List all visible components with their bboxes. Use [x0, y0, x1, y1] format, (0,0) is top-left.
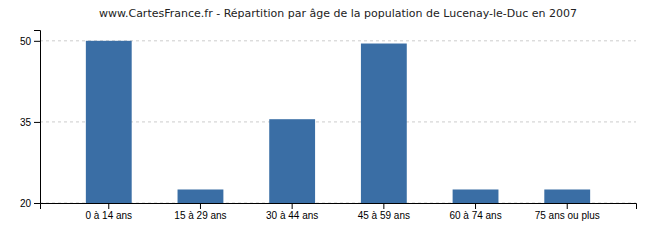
y-tick: 50 [20, 36, 40, 47]
x-tick-mark [108, 203, 109, 209]
x-axis: 0 à 14 ans 15 à 29 ans 30 à 44 ans 45 à 59 … [41, 203, 637, 221]
y-tick: 20 [20, 198, 40, 209]
bar [453, 189, 499, 203]
y-tick-label: 35 [20, 117, 32, 128]
chart-container: 20 35 50 0 à 14 ans 15 à 29 ans 30 à 44 ans 45… [0, 0, 650, 229]
bar [361, 44, 407, 203]
plot-area: 20 35 50 0 à 14 ans 15 à 29 ans 30 à 44 ans 45… [20, 31, 637, 222]
y-axis: 20 35 50 [20, 31, 41, 209]
x-tick-label: 0 à 14 ans [85, 210, 132, 221]
bar [269, 119, 315, 203]
y-axis-line [34, 31, 41, 204]
x-tick-mark [475, 203, 476, 209]
x-tick: 0 à 14 ans [85, 203, 132, 221]
x-tick: 15 à 29 ans [174, 203, 226, 221]
x-tick-mark [383, 203, 384, 209]
y-tick-label: 20 [20, 198, 32, 209]
y-tick-mark [34, 122, 40, 123]
x-tick: 60 à 74 ans [449, 203, 501, 221]
y-tick-mark [34, 203, 40, 204]
bars [86, 41, 590, 203]
bar [544, 189, 590, 203]
x-axis-line [41, 204, 637, 210]
x-tick-label: 45 à 59 ans [358, 210, 410, 221]
x-tick-label: 60 à 74 ans [449, 210, 501, 221]
grid [40, 41, 636, 203]
x-tick-label: 30 à 44 ans [266, 210, 318, 221]
x-tick: 30 à 44 ans [266, 203, 318, 221]
x-tick-label: 15 à 29 ans [174, 210, 226, 221]
bar [178, 189, 224, 203]
x-tick-mark [200, 203, 201, 209]
chart-svg: 20 35 50 0 à 14 ans 15 à 29 ans 30 à 44 ans 45… [0, 0, 650, 229]
y-tick: 35 [20, 117, 40, 128]
x-tick-mark [567, 203, 568, 209]
title: www.CartesFrance.fr - Répartition par âg… [99, 7, 577, 20]
x-tick-label: 75 ans ou plus [535, 210, 600, 221]
x-tick: 75 ans ou plus [535, 203, 600, 221]
x-tick-mark [292, 203, 293, 209]
bar [86, 41, 132, 203]
y-tick-mark [34, 41, 40, 42]
y-tick-label: 50 [20, 36, 32, 47]
x-tick: 45 à 59 ans [358, 203, 410, 221]
